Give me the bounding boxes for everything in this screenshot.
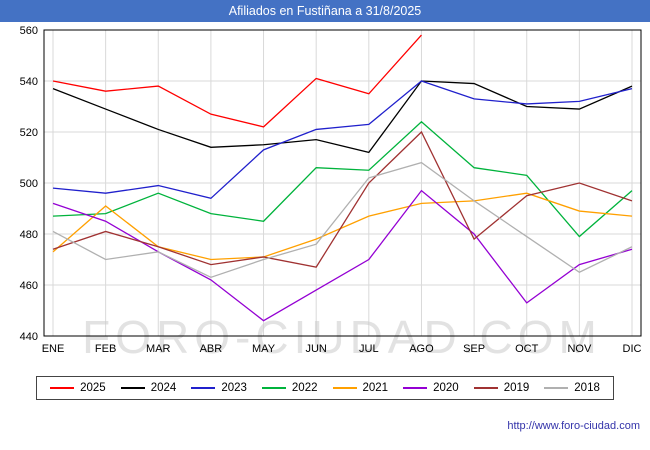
svg-text:JUL: JUL [359,343,379,355]
svg-text:NOV: NOV [567,343,592,355]
legend-label-2021: 2021 [362,382,389,394]
svg-text:560: 560 [20,25,38,37]
legend-swatch-2021 [332,387,357,389]
svg-text:MAR: MAR [146,343,171,355]
legend-swatch-2024 [120,387,145,389]
chart-legend: 2025 2024 2023 2022 2021 2020 2019 2018 [36,376,614,400]
svg-text:ABR: ABR [200,343,223,355]
legend-label-2018: 2018 [574,382,600,394]
legend-label-2024: 2024 [150,382,177,394]
series-line-2023 [52,80,633,200]
y-tick-labels: 440 460 480 500 520 540 560 [20,25,38,343]
legend-label-2023: 2023 [221,382,247,394]
legend-item-2020: 2020 [403,382,459,394]
legend-label-2025: 2025 [80,382,106,394]
svg-text:DIC: DIC [623,343,642,355]
series-line-2024 [52,80,633,154]
grid [44,29,641,337]
svg-text:AGO: AGO [409,343,434,355]
legend-item-2024: 2024 [120,382,177,394]
svg-text:540: 540 [20,76,38,88]
legend-label-2019: 2019 [503,382,530,394]
svg-text:JUN: JUN [305,343,326,355]
svg-text:520: 520 [20,127,38,139]
series-line-2020 [52,189,633,322]
svg-text:FEB: FEB [95,343,116,355]
svg-text:460: 460 [20,280,38,292]
legend-label-2020: 2020 [433,382,459,394]
svg-text:SEP: SEP [463,343,485,355]
legend-item-2019: 2019 [473,382,530,394]
legend-swatch-2025 [50,387,75,389]
svg-text:ENE: ENE [42,343,65,355]
legend-swatch-2019 [473,387,498,389]
series-lines [52,34,633,322]
legend-item-2022: 2022 [261,382,318,394]
legend-item-2023: 2023 [191,382,247,394]
chart-area: FORO-CIUDAD.COM 440 460 480 500 520 540 560 ENE F… [0,22,650,362]
legend-swatch-2022 [261,387,286,389]
series-line-2021 [52,192,633,261]
legend-item-2025: 2025 [50,382,106,394]
legend-item-2018: 2018 [544,382,600,394]
series-line-2025 [52,34,422,128]
foro-ciudad-link[interactable]: http://www.foro-ciudad.com [507,420,640,432]
legend-swatch-2020 [403,387,428,389]
chart-title-bar: Afiliados en Fustiñana a 31/8/2025 [0,0,650,22]
legend-label-2022: 2022 [291,382,318,394]
series-line-2018 [52,161,633,279]
svg-text:500: 500 [20,178,38,190]
svg-text:480: 480 [20,229,38,241]
plot-border [43,29,642,337]
svg-text:MAY: MAY [252,343,276,355]
svg-text:440: 440 [20,331,38,343]
svg-text:OCT: OCT [515,343,539,355]
series-line-2022 [52,120,633,238]
series-line-2019 [52,130,633,268]
chart-title: Afiliados en Fustiñana a 31/8/2025 [228,4,422,18]
legend-swatch-2018 [544,387,569,389]
legend-item-2021: 2021 [332,382,389,394]
footer: http://www.foro-ciudad.com [0,416,650,434]
legend-swatch-2023 [191,387,216,389]
x-tick-labels: ENE FEB MAR ABR MAY JUN JUL AGO SEP OCT NOV DIC [42,343,642,355]
